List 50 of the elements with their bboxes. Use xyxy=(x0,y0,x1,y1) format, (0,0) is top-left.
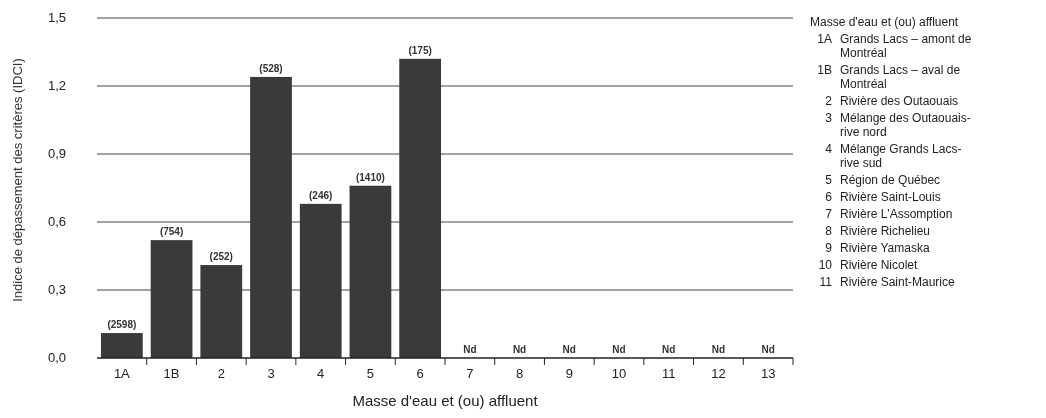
text: 3 Mélange des Outaouais-rive nord xyxy=(825,111,971,139)
bar xyxy=(100,333,143,358)
text: 8 Rivière Richelieu xyxy=(825,224,931,238)
x-axis-title: Masse d'eau et (ou) affluent xyxy=(810,15,959,29)
x-tick-label: 7 xyxy=(466,366,474,381)
text: Nd xyxy=(761,344,775,355)
text: 5 Région de Québec xyxy=(825,173,941,187)
text: Nd xyxy=(512,344,527,355)
x-tick-label: 8 xyxy=(515,366,524,381)
text: 1A Grands Lacs – amont de Montréal xyxy=(817,32,972,60)
text: 4 Mélange Grands Lacs-rive sud xyxy=(825,142,962,170)
x-tick-label: 11 xyxy=(661,366,676,381)
text: 6 Rivière Saint-Louis xyxy=(825,190,941,204)
text: 2 Rivière des Outaouais xyxy=(825,94,959,108)
y-tick-label: 0,3 xyxy=(47,282,67,297)
annotation: (175) xyxy=(408,44,432,56)
x-tick-label: 6 xyxy=(416,366,424,381)
x-tick-label: 1A xyxy=(113,366,131,381)
text: Nd xyxy=(562,344,576,355)
text: 10 Rivière Nicolet xyxy=(818,258,919,272)
x-tick-label: 5 xyxy=(366,366,375,381)
text: 7 Rivière L'Assomption xyxy=(825,207,953,221)
x-tick-label: 10 xyxy=(611,366,627,381)
x-tick-label: 4 xyxy=(317,366,325,381)
x-tick-label: 3 xyxy=(267,366,275,381)
text: 1B Grands Lacs – aval de Montréal xyxy=(817,63,961,91)
text: Nd xyxy=(463,344,477,355)
y-tick-label: 1,2 xyxy=(47,78,67,93)
text: Nd xyxy=(662,344,676,355)
text: Masse d'eau et (ou) affluent xyxy=(352,392,539,409)
x-tick-label: 13 xyxy=(760,366,776,381)
annotation: (252) xyxy=(209,251,233,263)
text: Nd xyxy=(612,344,626,355)
annotation: (2598) xyxy=(107,319,137,331)
annotation: (246) xyxy=(309,189,333,201)
annotation: (1410) xyxy=(355,171,385,183)
x-tick-label: 1B xyxy=(163,366,180,381)
x-tick-label: 2 xyxy=(217,366,225,381)
y-tick-label: 0,9 xyxy=(47,146,67,161)
x-tick-label: 12 xyxy=(711,366,726,381)
text: Nd xyxy=(711,344,726,355)
annotation: (754) xyxy=(159,226,184,238)
y-tick-label: 0,6 xyxy=(47,214,67,229)
x-tick-label: 9 xyxy=(565,366,573,381)
text: 11 Rivière Saint-Maurice xyxy=(819,275,956,289)
y-axis-title: Indice de dépassement des critères (IDCI) xyxy=(10,58,25,302)
annotation: (528) xyxy=(259,62,283,74)
y-tick-label: 0,0 xyxy=(47,350,67,365)
y-tick-label: 1,5 xyxy=(47,10,67,25)
text: 9 Rivière Yamaska xyxy=(825,241,930,255)
